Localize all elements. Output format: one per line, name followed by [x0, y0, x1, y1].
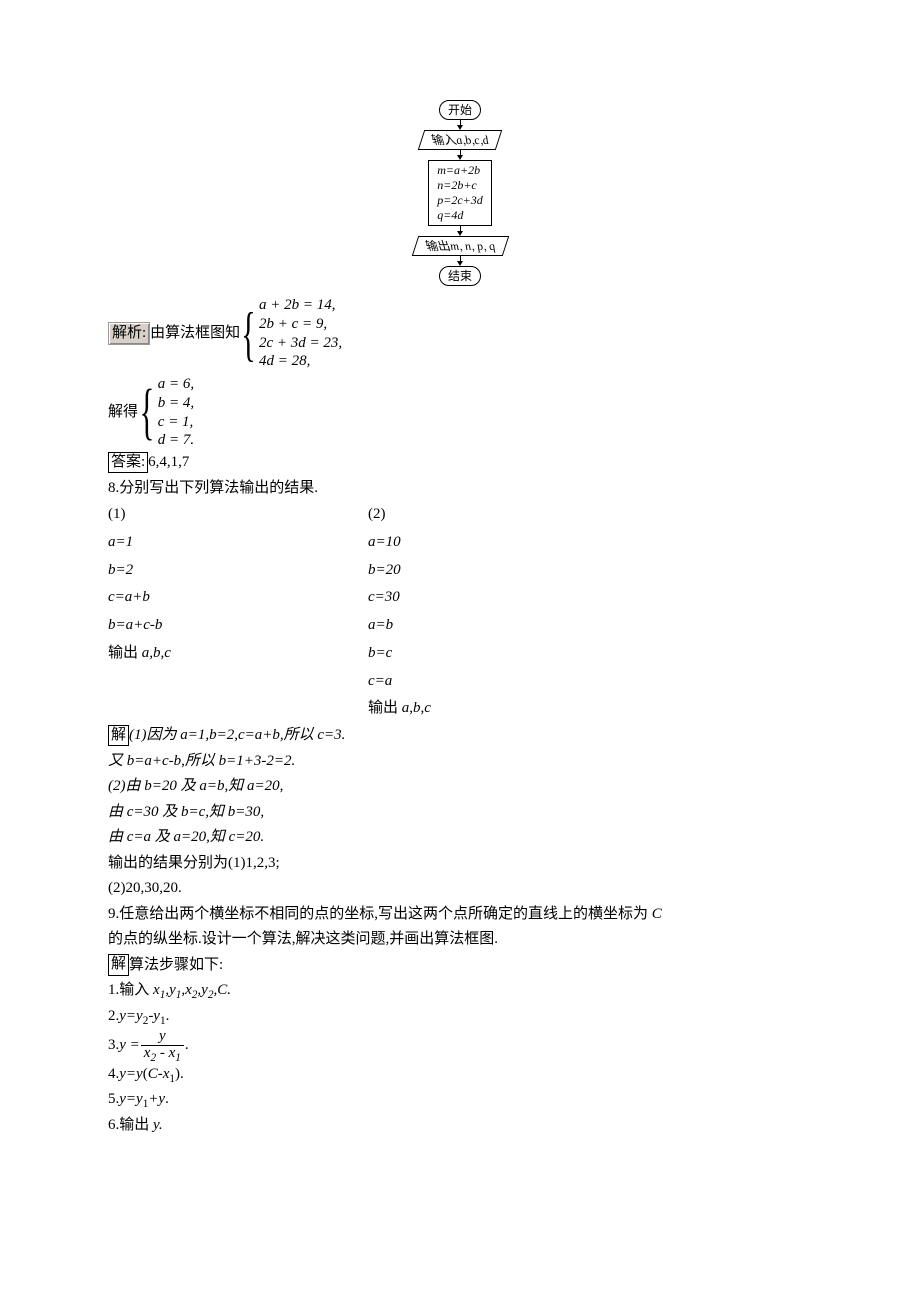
fc-process-line: n=2b+c: [437, 178, 483, 193]
solve-label: 解得: [108, 400, 138, 426]
q8-sol-line: 又 b=a+c-b,所以 b=1+3-2=2.: [108, 749, 812, 775]
fc-input: 输入a,b,c,d: [418, 130, 503, 150]
q8-sol-line: 由 c=30 及 b=c,知 b=30,: [108, 800, 812, 826]
analysis-eq: 2b + c = 9,: [259, 315, 342, 334]
q8-col1-line: b=2: [108, 557, 368, 585]
q8-col2-line: a=b: [368, 612, 628, 640]
brace-icon: {: [139, 385, 154, 441]
q9-step3-frac: y x2 - x1: [141, 1029, 184, 1062]
q9-title: 9.任意给出两个横坐标不相同的点的坐标,写出这两个点所确定的直线上的横坐标为 C: [108, 902, 812, 928]
brace-icon: {: [241, 307, 255, 361]
q9-step4: 4.y=y(C-x1).: [108, 1062, 812, 1088]
q8-col1-head: (1): [108, 501, 368, 529]
q9-step5: 5.y=y1+y.: [108, 1087, 812, 1113]
q9-step3-suffix: .: [185, 1033, 189, 1059]
analysis-eq: 2c + 3d = 23,: [259, 334, 342, 353]
q8-col1-line: b=a+c-b: [108, 612, 368, 640]
q8-col1-out-vars: a,b,c: [138, 645, 171, 661]
solve-eq: a = 6,: [158, 375, 194, 394]
fc-start-text: 开始: [448, 103, 472, 117]
analysis-eq: a + 2b = 14,: [259, 296, 342, 315]
q9-step3-lhs: y =: [119, 1033, 140, 1059]
answer-line: 答案:6,4,1,7: [108, 450, 812, 476]
q8-col2-line: a=10: [368, 529, 628, 557]
q8-col2-line: c=a: [368, 668, 628, 696]
q9-sol-label: 解: [108, 954, 129, 976]
q8-sol-line: (2)由 b=20 及 a=b,知 a=20,: [108, 774, 812, 800]
q9-step1-label: 1.输入: [108, 982, 153, 998]
q9-step2: 2.y=y2-y1.: [108, 1004, 812, 1030]
fc-start: 开始: [439, 100, 481, 120]
q8-col2-out-vars: a,b,c: [398, 700, 431, 716]
fc-end-text: 结束: [448, 269, 472, 283]
q8-col1-line: c=a+b: [108, 584, 368, 612]
fc-output-vars: m, n, p, q: [447, 237, 498, 255]
analysis-label: 解析:: [108, 322, 150, 346]
analysis-intro: 由算法框图知: [150, 321, 240, 347]
fc-process-line: m=a+2b: [437, 163, 483, 178]
q8-col2-out-label: 输出: [368, 700, 398, 716]
q9-step3: 3. y = y x2 - x1 .: [108, 1029, 812, 1062]
analysis-line: 解析: 由算法框图知 { a + 2b = 14, 2b + c = 9, 2c…: [108, 296, 812, 371]
q8-columns: (1) a=1 b=2 c=a+b b=a+c-b 输出 a,b,c (2) a…: [108, 501, 812, 723]
q8-title: 8.分别写出下列算法输出的结果.: [108, 476, 812, 502]
q8-col1-out-label: 输出: [108, 645, 138, 661]
q8-sol-row: 解(1)因为 a=1,b=2,c=a+b,所以 c=3.: [108, 723, 812, 749]
fc-process-line: q=4d: [437, 208, 483, 223]
q9-step3-prefix: 3.: [108, 1033, 119, 1059]
answer-label: 答案:: [108, 452, 148, 474]
q9-step6: 6.输出 y.: [108, 1113, 812, 1139]
q8-col2-line: c=30: [368, 584, 628, 612]
fc-process: m=a+2b n=2b+c p=2c+3d q=4d: [428, 160, 492, 226]
q8-col2-line: b=c: [368, 640, 628, 668]
analysis-eq: 4d = 28,: [259, 352, 342, 371]
q9-title-p2: 的点的纵坐标.设计一个算法,解决这类问题,并画出算法框图.: [108, 927, 812, 953]
q8-sol-line: 输出的结果分别为(1)1,2,3;: [108, 851, 812, 877]
q8-col2-head: (2): [368, 501, 628, 529]
solve-eq: d = 7.: [158, 431, 194, 450]
q9-title-p1: 9.任意给出两个横坐标不相同的点的坐标,写出这两个点所确定的直线上的横坐标为: [108, 906, 652, 922]
q9-step6-label: 6.输出: [108, 1117, 153, 1133]
solve-eq: b = 4,: [158, 394, 194, 413]
fc-input-vars: a,b,c,d: [453, 131, 491, 149]
q9-step3-num: y: [159, 1028, 166, 1044]
q8-col2-line: b=20: [368, 557, 628, 585]
q9-sol-intro: 算法步骤如下:: [129, 957, 223, 973]
q9-step1: 1.输入 x1,y1,x2,y2,C.: [108, 978, 812, 1004]
q9-title-C: C: [652, 906, 662, 922]
fc-process-line: p=2c+3d: [437, 193, 483, 208]
flowchart: 开始 输入a,b,c,d m=a+2b n=2b+c p=2c+3d q=4d …: [108, 100, 812, 286]
q9-sol-head: 解算法步骤如下:: [108, 953, 812, 979]
fc-end: 结束: [439, 266, 481, 286]
answer-value: 6,4,1,7: [148, 454, 189, 470]
q8-col1-line: a=1: [108, 529, 368, 557]
solve-line: 解得 { a = 6, b = 4, c = 1, d = 7.: [108, 375, 812, 450]
solve-eq: c = 1,: [158, 413, 194, 432]
q8-sol-line: (1)因为 a=1,b=2,c=a+b,所以 c=3.: [129, 727, 345, 743]
q8-sol-line: 由 c=a 及 a=20,知 c=20.: [108, 825, 812, 851]
fc-output: 输出m, n, p, q: [411, 236, 508, 256]
q8-sol-label: 解: [108, 725, 129, 747]
q9-step6-var: y.: [153, 1117, 163, 1133]
q8-sol-line: (2)20,30,20.: [108, 876, 812, 902]
